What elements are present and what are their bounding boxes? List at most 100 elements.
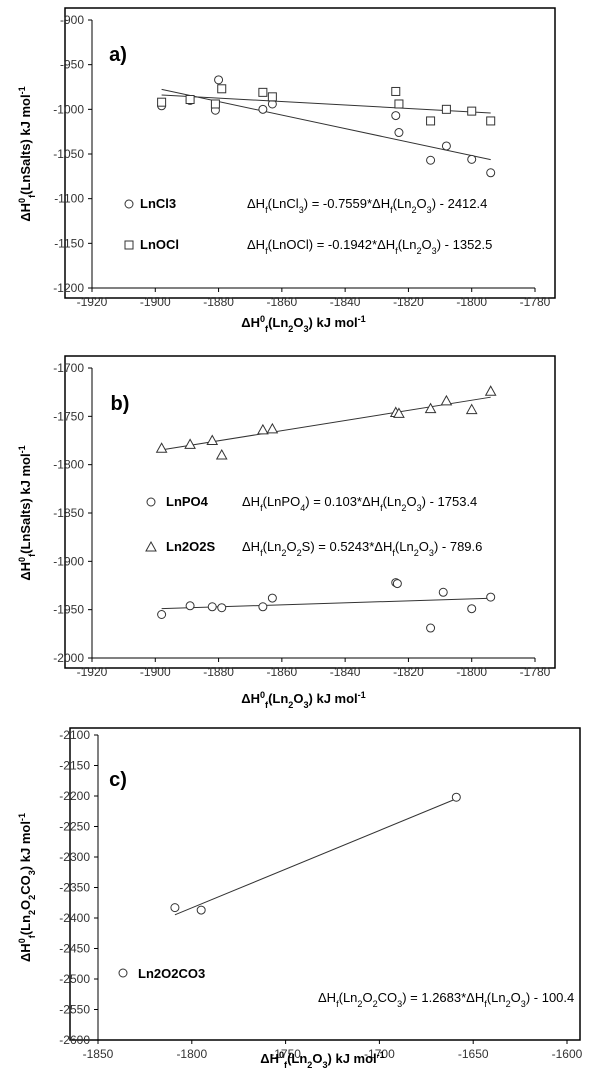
legend-entry-LnPO4: LnPO4 ΔHf(LnPO4) = 0.103*ΔHf(Ln2O3) - 175… [146, 494, 478, 513]
x-axis-title-part: ΔH [241, 691, 260, 706]
x-axis-title-part: 3 [303, 324, 308, 334]
trendline-equation-part: ) - 789.6 [434, 539, 482, 554]
trendline-equation-part: f [390, 205, 393, 215]
x-axis-title-part: O [312, 1051, 322, 1066]
data-point [441, 141, 451, 151]
trendline-equation-part: 2 [414, 548, 419, 558]
trendline-equation-part: 3 [427, 205, 432, 215]
x-axis-title: ΔH0f(Ln2O3) kJ mol-1 [260, 1050, 385, 1070]
trendline-equation-part: ΔH [242, 494, 260, 509]
data-point [185, 601, 195, 611]
panel-label: c) [109, 769, 127, 791]
trendline-equation: ΔHf(Ln2O2S) = 0.5243*ΔHf(Ln2O3) - 789.6 [242, 539, 482, 558]
x-tick-label: -1920 [77, 665, 108, 679]
x-axis-title-part: ) kJ mol [309, 315, 358, 330]
data-point [391, 86, 401, 96]
trendline-equation: ΔHf(LnCl3) = -0.7559*ΔHf(Ln2O3) - 2412.4 [247, 196, 487, 215]
trendline-equation-part: O [419, 539, 429, 554]
data-point [206, 434, 219, 445]
y-axis-title-part: 2 [27, 910, 37, 915]
y-axis-title: ΔH0f(Ln2O2CO3) kJ mol-1 [17, 813, 37, 962]
y-axis-title-part: ΔH [18, 562, 33, 581]
data-point [467, 604, 477, 614]
series-LnPO4 [157, 578, 496, 633]
legend-marker [145, 540, 157, 552]
trendline-equation-part: ) - 1753.4 [422, 494, 478, 509]
x-tick-label: -1780 [520, 665, 551, 679]
y-axis-title-part: f [27, 553, 37, 557]
x-axis-title-part: O [293, 315, 303, 330]
trendline-equation-part: 2 [416, 246, 421, 256]
y-axis-title-part: f [27, 194, 37, 198]
trendline-equation-part: 3 [417, 503, 422, 513]
y-tick-label: -1000 [53, 102, 84, 116]
x-axis-title-part: -1 [358, 690, 366, 700]
panel-label: a) [109, 44, 127, 66]
chart-panel-b: -1700 -1750 -1800 -1850 -1900 -1950 -2000-1920… [17, 355, 556, 710]
y-axis-title-part: 0 [17, 557, 27, 562]
legend-entry-LnCl3: LnCl3 ΔHf(LnCl3) = -0.7559*ΔHf(Ln2O3) - 2… [124, 196, 487, 215]
y-tick-label: -950 [60, 58, 84, 72]
trendline-equation-part: 3 [397, 999, 402, 1009]
trendline-equation-part: f [260, 548, 263, 558]
data-point [214, 75, 224, 85]
data-point [440, 394, 453, 406]
chart-panel-c: -2100 -2150 -2200 -2250 -2300 -2350 -2400 -2450… [17, 727, 583, 1070]
data-point [484, 385, 497, 396]
data-point [486, 168, 496, 178]
y-tick-label: -2250 [59, 820, 90, 834]
x-tick-label: -1700 [364, 1047, 395, 1061]
trendline-equation-part: ) - 100.4 [526, 990, 574, 1005]
x-axis-title-part: 0 [279, 1050, 284, 1060]
x-tick-label: -1800 [176, 1047, 207, 1061]
trendline-equation-part: (Ln [487, 990, 506, 1005]
y-tick-label: -2300 [59, 850, 90, 864]
data-point [207, 602, 217, 612]
legend-entry-Ln2O2S: Ln2O2S ΔHf(Ln2O2S) = 0.5243*ΔHf(Ln2O3) - … [145, 539, 482, 558]
y-tick-label: -2200 [59, 789, 90, 803]
trendline-equation-part: CO [378, 990, 398, 1005]
data-point [438, 587, 448, 597]
y-axis-title-part: CO [18, 875, 33, 895]
plot-frame [69, 727, 581, 1041]
trendline-equation-part: O [511, 990, 521, 1005]
trendline-equation-part: O [422, 237, 432, 252]
trendline-equation-part: (Ln [383, 494, 402, 509]
data-point [258, 602, 268, 612]
trendline-equation-part: 4 [300, 503, 305, 513]
trendline-equation-part: O [417, 196, 427, 211]
plot-frame [64, 355, 556, 669]
data-point [451, 792, 461, 802]
y-axis-title-part: -1 [17, 445, 27, 453]
trendline-equation-part: (Ln [393, 196, 412, 211]
legend-marker [124, 199, 134, 209]
trendline-equation-part: (Ln [263, 539, 282, 554]
y-axis-title-part: ΔH [18, 203, 33, 222]
x-axis-title-part: 2 [288, 324, 293, 334]
y-tick-label: -1150 [54, 236, 84, 250]
trendline-equation: ΔHf(LnOCl) = -0.1942*ΔHf(Ln2O3) - 1352.5 [247, 237, 492, 256]
y-tick-label: -1200 [53, 281, 84, 295]
data-point [426, 623, 436, 633]
x-axis-title-part: O [293, 691, 303, 706]
x-tick-label: -1920 [77, 295, 108, 309]
legend-marker [146, 497, 156, 507]
trendline-equation-part: ΔH [247, 196, 265, 211]
x-axis-title-part: 2 [288, 700, 293, 710]
series-Ln2O2S [155, 385, 497, 460]
data-point [426, 155, 436, 165]
y-axis-title: ΔH0f(LnSalts) kJ mol-1 [17, 445, 37, 580]
x-axis-title-part: f [284, 1060, 288, 1070]
y-axis-title-part: 3 [27, 870, 37, 875]
trendline-equation-part: 2 [506, 999, 511, 1009]
x-tick-label: -1840 [330, 665, 361, 679]
series-Ln2O2CO3 [170, 792, 461, 916]
y-tick-label: -2100 [59, 728, 90, 742]
x-axis-title: ΔH0f(Ln2O3) kJ mol-1 [241, 314, 366, 334]
y-axis-title-part: (Ln [18, 915, 33, 935]
x-tick-label: -1860 [267, 295, 298, 309]
y-tick-label: -1750 [53, 409, 84, 423]
x-axis-title-part: 3 [303, 700, 308, 710]
y-tick-label: -2350 [59, 881, 90, 895]
